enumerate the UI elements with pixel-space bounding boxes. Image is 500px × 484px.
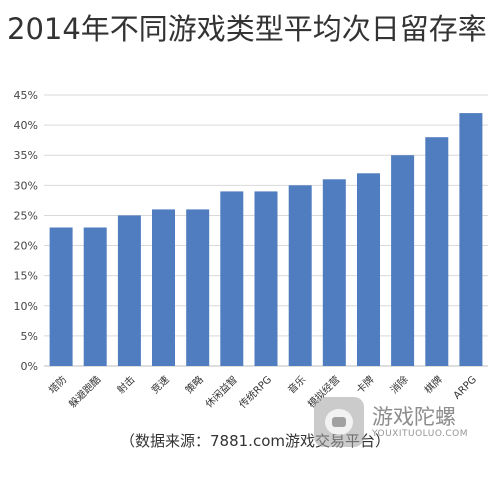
y-tick-label: 25% [14, 209, 38, 222]
bar [391, 155, 415, 366]
x-tick-label: 休闲益智 [202, 373, 239, 410]
watermark: 游戏陀螺 YOUXITUOLUO.COM [314, 392, 496, 452]
watermark-url: YOUXITUOLUO.COM [372, 429, 469, 439]
x-tick-label: 策略 [182, 373, 205, 396]
bar [425, 137, 449, 366]
y-tick-label: 30% [14, 179, 38, 192]
y-tick-label: 0% [21, 360, 38, 373]
watermark-name: 游戏陀螺 [372, 405, 456, 429]
x-tick-label: 塔防 [46, 373, 69, 396]
x-tick-label: 躲避跑酷 [66, 373, 103, 410]
bar [83, 227, 107, 366]
y-tick-label: 5% [21, 330, 38, 343]
bar [254, 191, 278, 366]
y-tick-label: 15% [14, 270, 38, 283]
bar [49, 227, 73, 366]
bar [186, 209, 210, 366]
watermark-logo-icon [314, 397, 364, 447]
bar [459, 113, 483, 366]
x-tick-label: 射击 [115, 374, 138, 397]
bars [49, 113, 483, 366]
bar [220, 191, 244, 366]
x-tick-label: 传统RPG [236, 373, 274, 411]
y-tick-label: 20% [14, 240, 38, 253]
bar [152, 209, 175, 366]
x-tick-label: 音乐 [285, 373, 308, 396]
y-tick-label: 45% [14, 89, 38, 102]
bar [117, 215, 141, 366]
y-tick-label: 40% [14, 119, 38, 132]
bar [322, 179, 346, 366]
x-tick-label: 竞速 [148, 373, 171, 396]
bar [357, 173, 380, 366]
bar [288, 185, 312, 366]
chart-title: 2014年不同游戏类型平均次日留存率 [7, 12, 487, 46]
y-tick-label: 35% [14, 149, 38, 162]
y-tick-label: 10% [14, 300, 38, 313]
y-axis-tick-labels: 0% 5% 10% 15% 20% 25% 30% 35% 40% 45% [14, 89, 38, 373]
